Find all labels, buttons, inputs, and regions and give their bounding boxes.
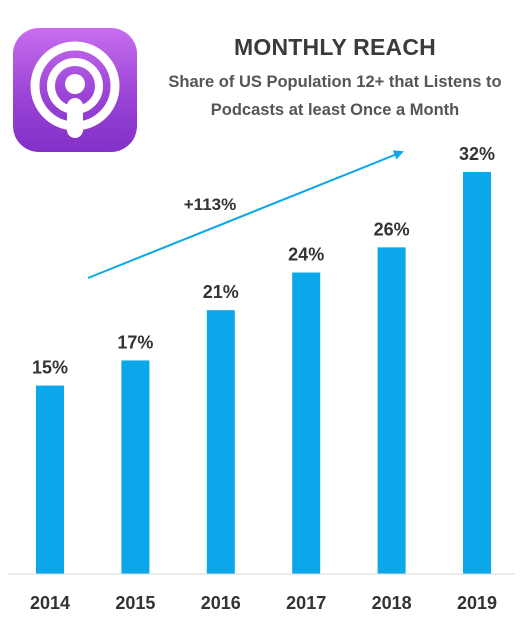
x-tick-label-2017: 2017: [286, 593, 326, 613]
chart-subtitle: Share of US Population 12+ that Listens …: [168, 73, 502, 119]
bar-2014: [36, 385, 64, 574]
bar-2016: [206, 310, 235, 574]
bar-2018: [377, 247, 406, 574]
data-label-2014: 15%: [32, 358, 68, 378]
data-label-2015: 17%: [117, 332, 153, 352]
bar-2019: [463, 172, 491, 574]
data-label-2019: 32%: [459, 144, 495, 164]
bar-2015: [121, 360, 150, 574]
x-tick-label-2016: 2016: [201, 593, 241, 613]
bar-2017: [292, 272, 321, 574]
x-tick-label-2019: 2019: [457, 593, 497, 613]
podcasts-app-icon: [13, 28, 137, 152]
x-tick-label-2014: 2014: [30, 593, 70, 613]
data-label-2017: 24%: [288, 245, 324, 265]
data-label-2018: 26%: [374, 219, 410, 239]
x-tick-label-2018: 2018: [372, 593, 412, 613]
data-label-2016: 21%: [203, 282, 239, 302]
x-tick-label-2015: 2015: [115, 593, 155, 613]
chart-title: MONTHLY REACH: [234, 34, 436, 60]
podcast-broadcast-icon: [30, 41, 120, 138]
growth-annotation: +113%: [184, 195, 236, 214]
trend-arrow: [87, 150, 404, 279]
